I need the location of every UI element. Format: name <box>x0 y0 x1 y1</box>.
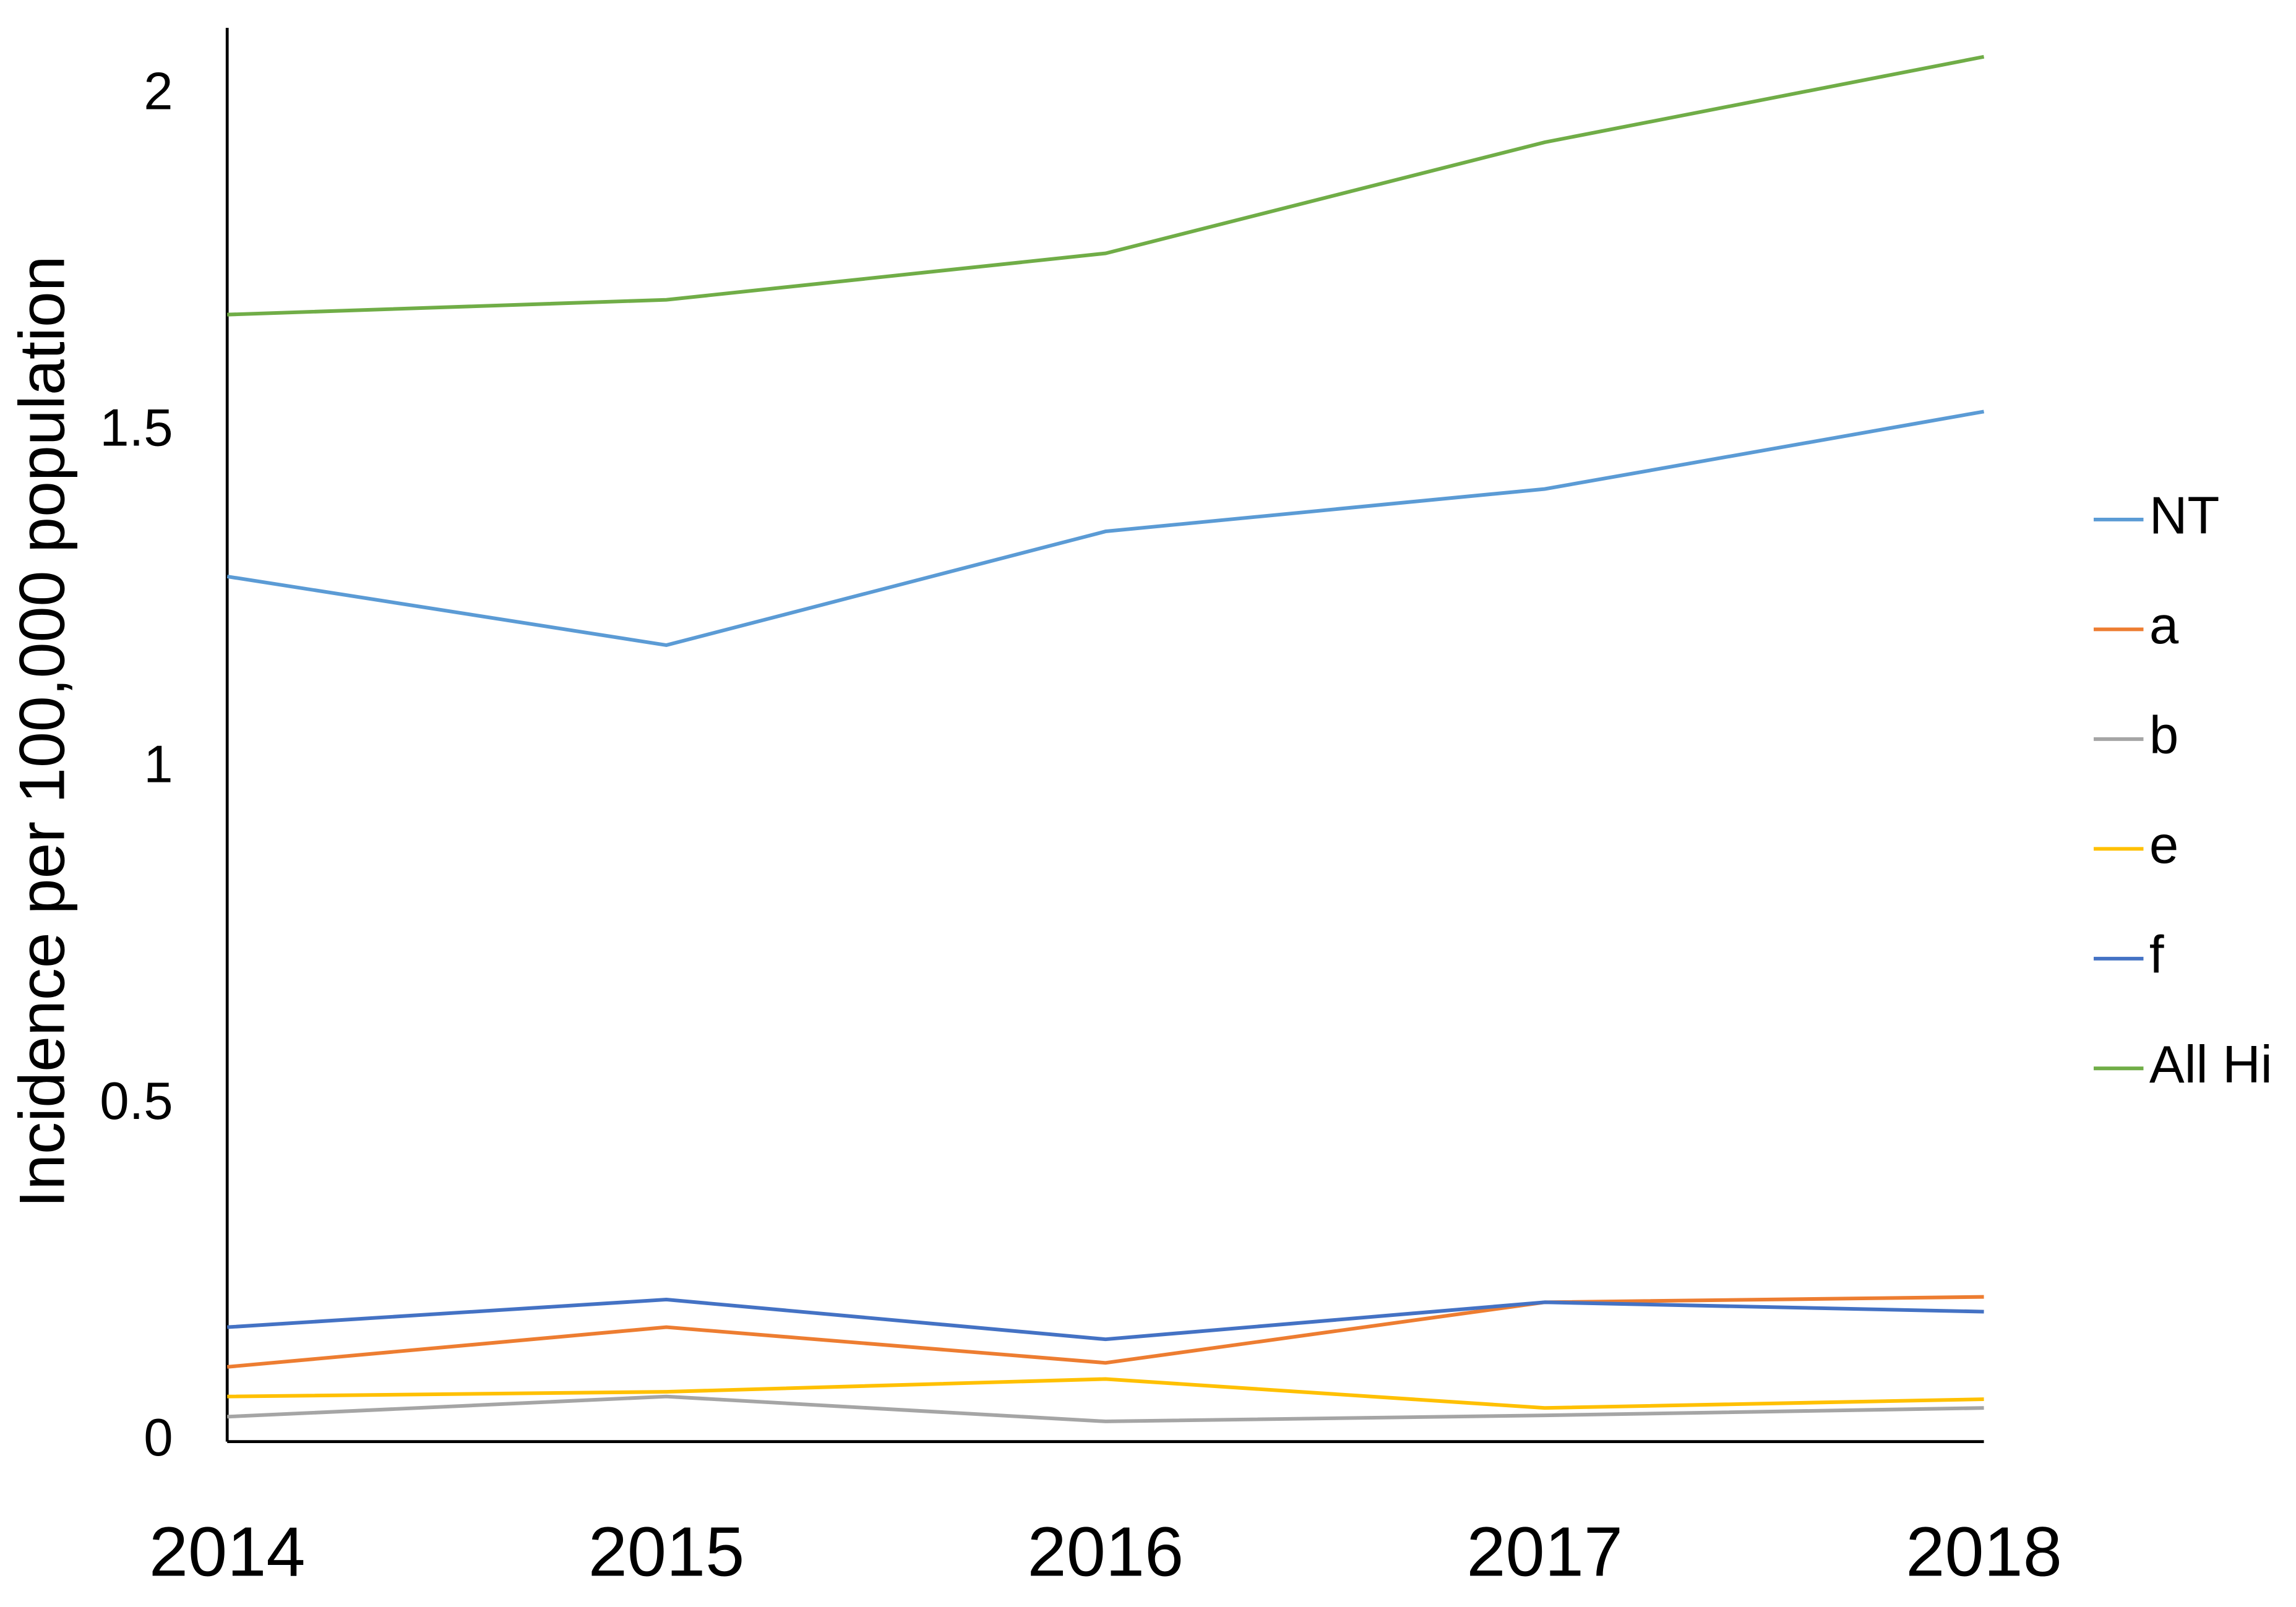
series-line <box>226 1295 1984 1369</box>
y-tick-label: 1.5 <box>100 399 173 458</box>
legend-label: a <box>2149 596 2179 655</box>
y-tick-label: 0.5 <box>100 1072 173 1131</box>
legend-label: All Hi <box>2149 1035 2272 1094</box>
x-tick-label: 2017 <box>1466 1513 1623 1592</box>
series-line <box>227 1377 1984 1410</box>
y-tick-label: 1 <box>144 735 173 794</box>
x-tick-label: 2018 <box>1906 1513 2062 1592</box>
legend-label: b <box>2149 706 2178 765</box>
legend-label: f <box>2149 925 2164 984</box>
x-tick-label: 2015 <box>588 1513 745 1592</box>
legend-label: e <box>2149 816 2178 875</box>
x-tick-label: 2016 <box>1028 1513 1184 1592</box>
series-line <box>227 54 1985 317</box>
legend-label: NT <box>2149 486 2220 545</box>
y-axis-title: Incidence per 100,000 population <box>7 255 79 1208</box>
series-line <box>227 1394 1984 1423</box>
y-tick-label: 2 <box>144 62 173 121</box>
series-line <box>227 1298 1984 1342</box>
y-tick-label: 0 <box>144 1408 173 1467</box>
series-line <box>226 409 1985 648</box>
x-tick-label: 2014 <box>149 1513 306 1592</box>
